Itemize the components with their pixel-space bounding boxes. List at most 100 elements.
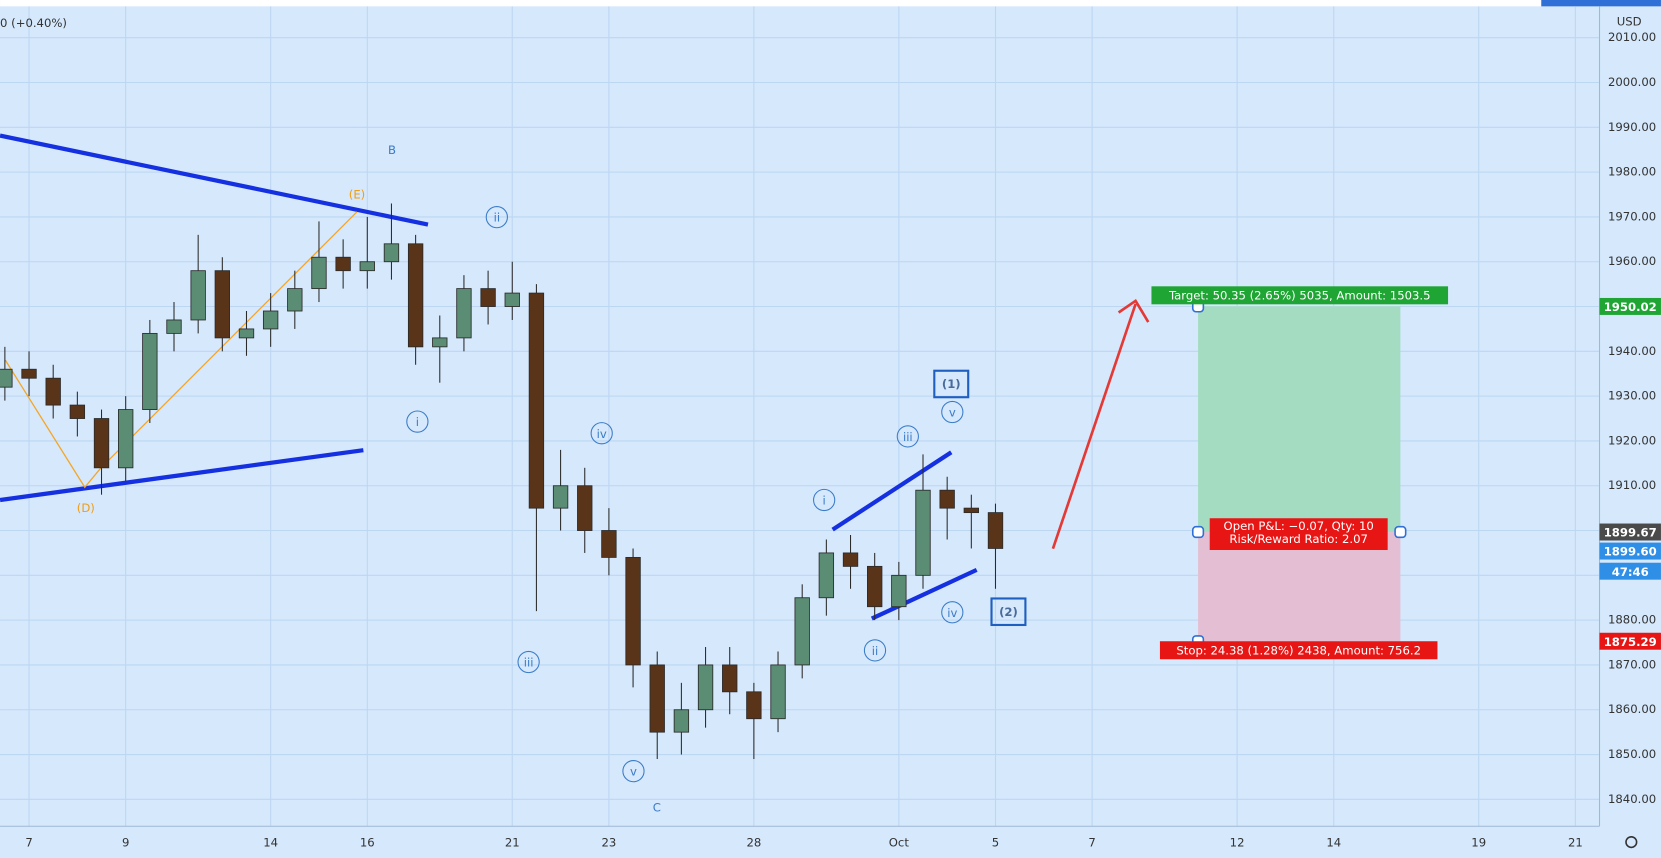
- wave-circle: [941, 400, 964, 424]
- top-button[interactable]: [1541, 0, 1661, 7]
- candle-body: [673, 709, 690, 733]
- y-tick-label: 1870.00: [1608, 657, 1656, 671]
- candle-body: [335, 256, 351, 272]
- trendline[interactable]: [0, 133, 429, 227]
- candle-body: [697, 664, 714, 711]
- wave-label: C: [653, 801, 661, 815]
- target-text: Target: 50.35 (2.65%) 5035, Amount: 1503…: [1168, 288, 1431, 302]
- x-tick-label: 7: [1088, 836, 1095, 850]
- candle-body: [21, 368, 37, 379]
- wave-label: iii: [524, 656, 534, 670]
- candle-body: [190, 270, 206, 321]
- candle-body: [867, 565, 883, 608]
- wave-circle: [863, 639, 887, 662]
- wave-circle: [406, 410, 429, 433]
- axes: 1840.001850.001860.001870.001880.001890.…: [25, 30, 1661, 850]
- y-tick-label: 1920.00: [1608, 433, 1656, 447]
- wave-circle: [485, 206, 508, 229]
- countdown-label: 47:46: [1612, 565, 1649, 579]
- candle-body: [891, 574, 907, 608]
- x-tick-label: 5: [992, 836, 999, 850]
- candle-body: [987, 512, 1004, 549]
- y-tick-label: 1930.00: [1608, 389, 1656, 403]
- x-tick-label: 21: [505, 836, 520, 850]
- ratio-text: Risk/Reward Ratio: 2.07: [1229, 532, 1368, 546]
- y-tick-label: 2010.00: [1608, 30, 1656, 44]
- wave-circle: [517, 650, 540, 674]
- candle-body: [770, 664, 786, 720]
- handle: [1394, 525, 1407, 539]
- candle-body: [0, 368, 13, 388]
- current-price-label-box: [1599, 542, 1661, 560]
- drawings: [0, 133, 1150, 621]
- x-tick-label: 12: [1230, 836, 1245, 850]
- x-tick-label: 14: [263, 836, 278, 850]
- candle-body: [963, 507, 979, 514]
- settings-icon[interactable]: [1625, 836, 1638, 849]
- candle-body: [625, 556, 641, 666]
- wave-path[interactable]: [4, 211, 358, 489]
- grid: [0, 6, 1600, 827]
- x-tick-label: 21: [1568, 836, 1583, 850]
- current-price-label: 1899.60: [1604, 545, 1657, 559]
- y-tick-label: 1840.00: [1608, 792, 1656, 806]
- arrow[interactable]: [1051, 303, 1137, 550]
- candle-body: [142, 332, 158, 410]
- candle-body: [432, 337, 448, 348]
- candle-body: [649, 664, 665, 733]
- x-tick-label: Oct: [889, 836, 910, 850]
- candle-body: [794, 597, 810, 666]
- candle-body: [528, 292, 545, 509]
- candle-body: [577, 485, 593, 531]
- candle-body: [722, 664, 738, 693]
- y-tick-label: 1880.00: [1608, 613, 1656, 627]
- wave-circle: [590, 422, 613, 445]
- stop-price-label: 1875.29: [1604, 635, 1657, 649]
- wave-label: ii: [494, 211, 500, 225]
- wave-circle: [622, 760, 645, 783]
- candle-body: [456, 288, 472, 339]
- wave-label: i: [416, 415, 419, 429]
- candle-body: [601, 530, 617, 558]
- header-change: 0 (+0.40%): [0, 16, 67, 30]
- stop-text: Stop: 24.38 (1.28%) 2438, Amount: 756.2: [1176, 643, 1421, 657]
- y-tick-label: 1940.00: [1608, 344, 1656, 358]
- pnl-text: Open P&L: −0.07, Qty: 10: [1224, 519, 1374, 533]
- candle-body: [939, 489, 955, 509]
- wave-label: v: [630, 765, 637, 779]
- candle-body: [842, 552, 859, 567]
- profit-zone: [1198, 306, 1401, 533]
- wave-circle: [941, 601, 964, 624]
- wave-label: (E): [349, 187, 365, 201]
- handle: [1191, 525, 1205, 539]
- x-tick-label: 28: [746, 836, 761, 850]
- x-tick-label: 9: [122, 836, 129, 850]
- wave-label: v: [949, 406, 956, 420]
- wave-label: iv: [947, 606, 957, 620]
- candle-body: [287, 288, 303, 312]
- candle-body: [504, 292, 520, 307]
- position-tool[interactable]: Target: 50.35 (2.65%) 5035, Amount: 1503…: [1151, 286, 1449, 660]
- candle-body: [93, 418, 110, 469]
- x-tick-label: 23: [602, 836, 617, 850]
- candle-body: [552, 485, 569, 509]
- candle-body: [45, 377, 61, 406]
- currency: USD: [1617, 15, 1642, 29]
- wave-circle: [896, 425, 919, 448]
- y-tick-label: 1850.00: [1608, 747, 1656, 761]
- y-tick-label: 1910.00: [1608, 478, 1656, 492]
- entry-price-label: 1899.67: [1604, 526, 1657, 540]
- top-bar: [0, 0, 1661, 7]
- wave-label: iii: [903, 430, 913, 444]
- target-price-label-box: [1599, 297, 1661, 315]
- trendline[interactable]: [831, 450, 953, 532]
- wave-label: (D): [77, 501, 95, 515]
- y-tick-label: 2000.00: [1608, 75, 1656, 89]
- candle-body: [818, 552, 835, 599]
- arrow-head: [1117, 298, 1150, 323]
- trendline[interactable]: [870, 567, 978, 621]
- candle-body: [262, 310, 279, 330]
- trendline[interactable]: [0, 448, 364, 503]
- candle-body: [746, 691, 762, 720]
